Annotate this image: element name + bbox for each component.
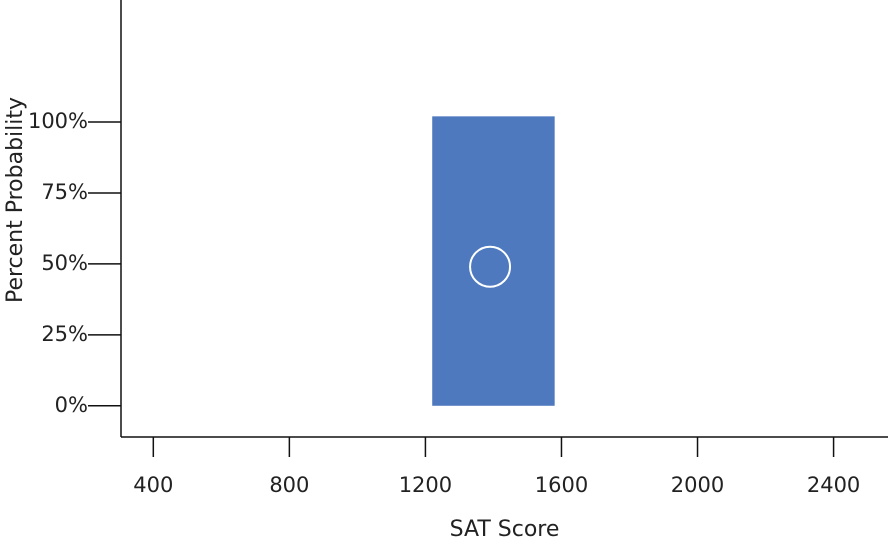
x-tick-label: 1600 [535, 473, 588, 497]
x-tick-label: 1200 [399, 473, 452, 497]
x-tick-label: 2400 [807, 473, 860, 497]
y-axis-title: Percent Probability [3, 97, 28, 303]
x-axis-title: SAT Score [450, 517, 560, 542]
y-tick-label: 50% [41, 251, 88, 275]
y-ticks: 0% 25% 50% 75% 100% [28, 109, 121, 417]
y-tick-label: 0% [55, 393, 88, 417]
probability-range-bar [432, 116, 555, 406]
y-tick-label: 100% [28, 109, 88, 133]
x-tick-label: 400 [133, 473, 173, 497]
x-ticks: 400 800 1200 1600 2000 2400 [133, 437, 860, 497]
y-tick-label: 75% [41, 180, 88, 204]
x-tick-label: 800 [269, 473, 309, 497]
x-tick-label: 2000 [671, 473, 724, 497]
score-marker [469, 245, 512, 288]
y-tick-label: 25% [41, 322, 88, 346]
